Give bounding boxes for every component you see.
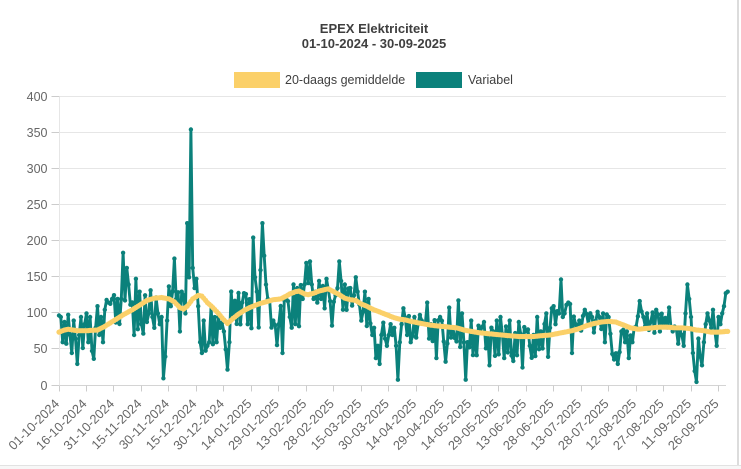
svg-text:250: 250 [27, 198, 48, 212]
svg-text:300: 300 [27, 162, 48, 176]
svg-text:150: 150 [27, 270, 48, 284]
svg-text:100: 100 [27, 306, 48, 320]
svg-text:350: 350 [27, 126, 48, 140]
svg-text:200: 200 [27, 234, 48, 248]
svg-text:0: 0 [41, 379, 48, 393]
svg-text:400: 400 [27, 90, 48, 104]
svg-text:50: 50 [34, 342, 48, 356]
